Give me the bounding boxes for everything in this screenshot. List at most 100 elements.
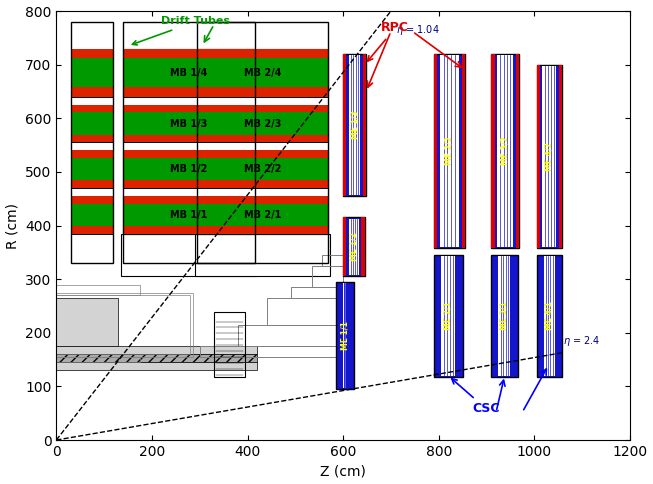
Bar: [123, 48, 255, 97]
Bar: [123, 22, 255, 263]
Bar: [123, 196, 255, 204]
Bar: [71, 22, 113, 263]
Bar: [291, 287, 343, 298]
Text: MB 2/1: MB 2/1: [244, 210, 281, 220]
Bar: [71, 105, 113, 112]
Bar: [123, 188, 255, 196]
Bar: [238, 325, 343, 346]
Bar: [434, 255, 462, 377]
Bar: [123, 48, 255, 58]
Text: ME 2/2: ME 2/2: [445, 136, 454, 166]
Bar: [343, 217, 347, 276]
Bar: [195, 234, 330, 276]
Bar: [343, 54, 366, 196]
Bar: [497, 55, 513, 247]
Bar: [434, 54, 465, 248]
Text: MB 2/3: MB 2/3: [244, 119, 281, 129]
Bar: [343, 54, 347, 196]
Text: MB 1/2: MB 1/2: [170, 164, 208, 174]
Bar: [71, 226, 113, 234]
Bar: [197, 22, 328, 263]
Bar: [322, 255, 348, 266]
Bar: [71, 48, 113, 58]
Text: MB 2/4: MB 2/4: [244, 68, 281, 78]
Bar: [71, 105, 113, 142]
Bar: [516, 54, 519, 248]
Bar: [343, 217, 364, 276]
Bar: [349, 219, 359, 275]
Bar: [123, 105, 255, 142]
Bar: [498, 256, 511, 376]
Bar: [123, 196, 255, 234]
Bar: [123, 151, 255, 158]
Bar: [197, 263, 328, 276]
Bar: [56, 298, 118, 346]
Text: ME 2/1: ME 2/1: [444, 302, 453, 331]
Bar: [266, 298, 343, 325]
Bar: [336, 282, 354, 389]
Bar: [197, 48, 328, 58]
Bar: [71, 87, 113, 97]
Text: ME 1/2: ME 1/2: [349, 232, 358, 261]
Text: ME 1/1: ME 1/1: [340, 321, 349, 350]
Bar: [123, 105, 255, 112]
Bar: [462, 54, 465, 248]
Bar: [197, 105, 328, 112]
Bar: [491, 54, 519, 248]
Text: ME 3/1: ME 3/1: [500, 302, 509, 331]
Bar: [343, 283, 347, 388]
Bar: [71, 181, 113, 188]
Bar: [123, 135, 255, 142]
Bar: [214, 312, 245, 377]
Bar: [197, 97, 328, 105]
Bar: [123, 151, 255, 188]
Bar: [543, 66, 556, 247]
Bar: [71, 142, 113, 151]
Bar: [197, 48, 328, 97]
Text: ME 4/2: ME 4/2: [545, 142, 554, 171]
Bar: [559, 65, 562, 248]
Bar: [123, 181, 255, 188]
Bar: [439, 55, 459, 247]
Text: MB 1/1: MB 1/1: [170, 210, 208, 220]
Bar: [197, 135, 328, 142]
Bar: [56, 357, 140, 363]
Bar: [441, 256, 455, 376]
Bar: [200, 346, 343, 357]
Text: MB 1/3: MB 1/3: [170, 119, 208, 129]
Bar: [491, 255, 518, 377]
Bar: [71, 188, 113, 196]
Bar: [362, 54, 366, 196]
Bar: [197, 181, 328, 188]
Bar: [537, 255, 562, 377]
Bar: [197, 105, 328, 142]
Bar: [71, 135, 113, 142]
Bar: [71, 151, 113, 158]
Text: $\eta$ = 2.4: $\eta$ = 2.4: [563, 333, 600, 348]
Bar: [56, 295, 190, 354]
Text: ME 3/2: ME 3/2: [501, 136, 509, 166]
Bar: [544, 256, 555, 376]
Bar: [197, 151, 328, 158]
Text: MB 1/4: MB 1/4: [170, 68, 208, 78]
Bar: [56, 292, 193, 357]
Bar: [121, 234, 257, 276]
Bar: [56, 363, 257, 370]
Bar: [197, 196, 328, 204]
Bar: [71, 196, 113, 234]
Bar: [197, 188, 328, 196]
Bar: [71, 97, 113, 105]
Bar: [197, 151, 328, 188]
Bar: [197, 196, 328, 234]
Bar: [123, 97, 255, 105]
Y-axis label: R (cm): R (cm): [6, 202, 20, 249]
Text: ME 1/3: ME 1/3: [350, 110, 359, 139]
Bar: [537, 65, 540, 248]
Text: Drift Tubes: Drift Tubes: [133, 16, 231, 45]
Bar: [71, 196, 113, 204]
Bar: [197, 87, 328, 97]
Bar: [349, 55, 360, 195]
Bar: [312, 266, 343, 287]
Bar: [123, 226, 255, 234]
Bar: [361, 217, 364, 276]
